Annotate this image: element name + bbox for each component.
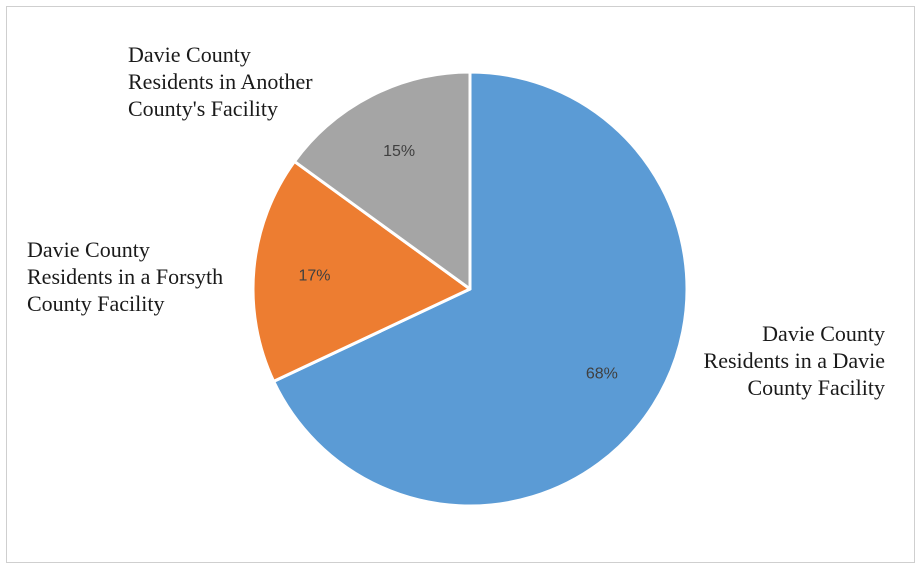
- data-label-forsyth-facility: 17%: [298, 267, 330, 284]
- data-label-other-county-facility: 15%: [383, 143, 415, 160]
- data-label-davie-facility: 68%: [586, 366, 618, 383]
- slice-label-davie-facility: Davie County Residents in a Davie County…: [660, 320, 885, 401]
- slice-label-other-county-facility: Davie County Residents in Another County…: [128, 41, 363, 122]
- slice-label-forsyth-facility: Davie County Residents in a Forsyth Coun…: [27, 236, 242, 317]
